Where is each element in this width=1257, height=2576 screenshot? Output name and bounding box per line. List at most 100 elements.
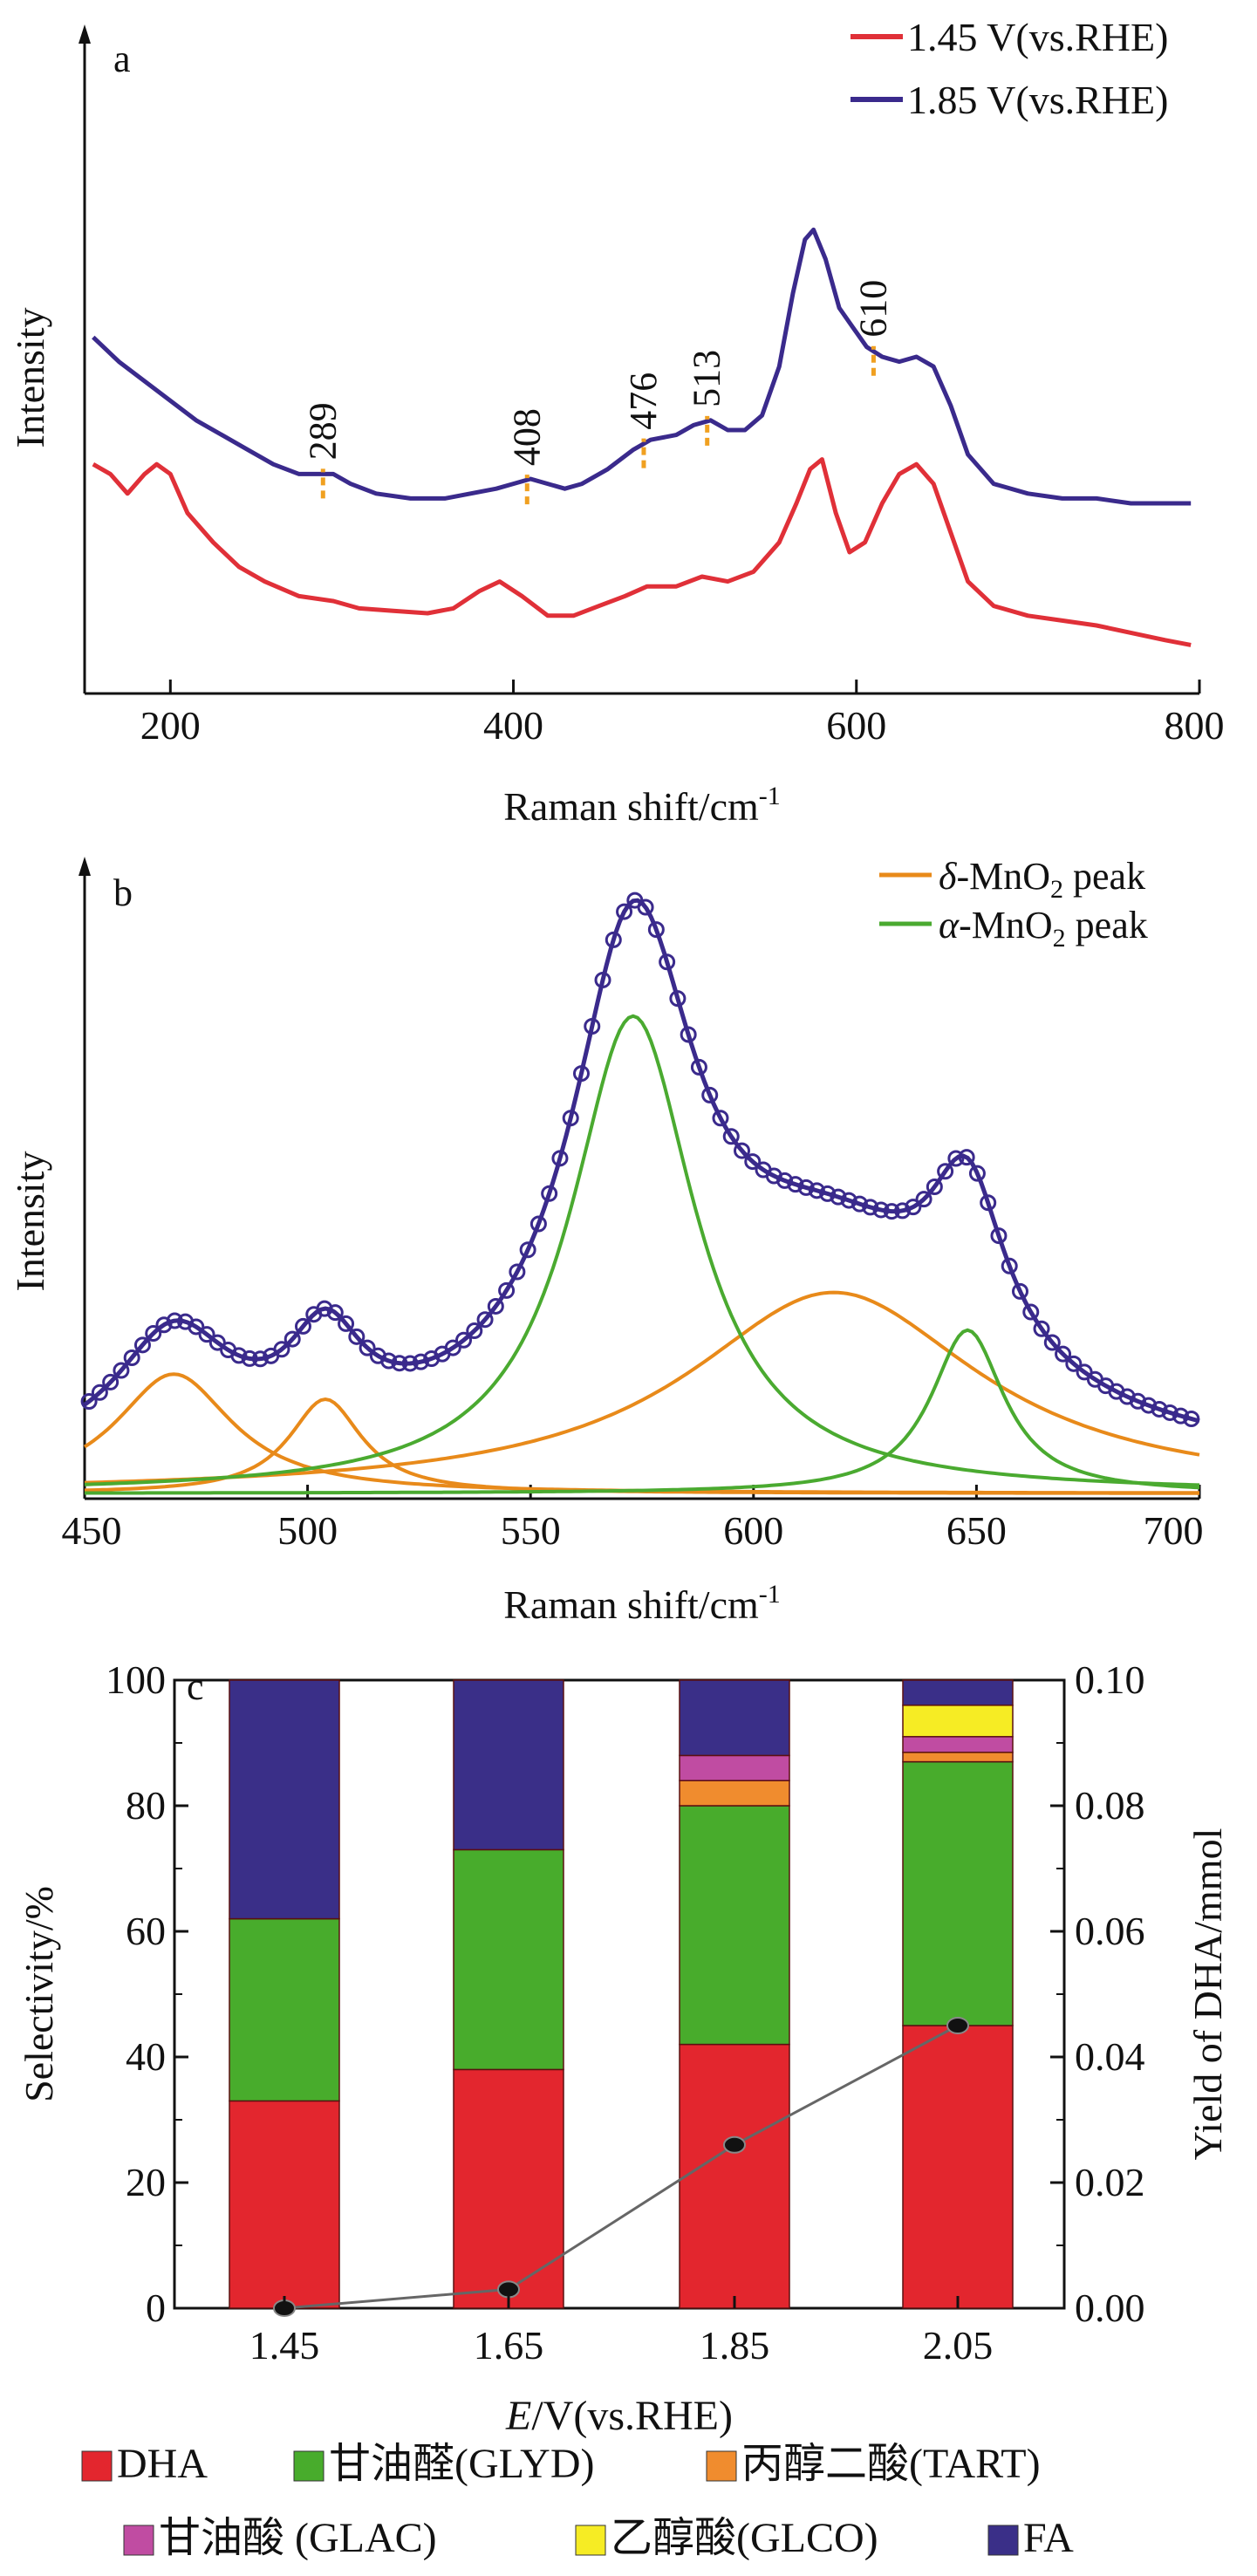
panel-a-peak-label: 289 [301,402,344,460]
panel-b-data-point [797,1179,815,1196]
panel-c-bar-segment-3 [679,1780,790,1807]
panel-b-data-point [862,1199,879,1216]
panel-b-data-point [647,921,665,939]
panel-b-data-point [680,1026,697,1043]
panel-c-legend-label: 乙醇酸(GLCO) [611,2515,878,2561]
panel-c-y-tick-label: 0 [146,2286,166,2330]
panel-c-x-tick-label: 1.65 [474,2323,544,2368]
panel-b-data-point [1129,1392,1146,1410]
panel-b-data-point [605,931,622,948]
panel-b-x-axis-label: Raman shift/cm-1 [503,1580,781,1627]
panel-b-data-point [872,1201,890,1219]
panel-c-y-tick-label: 80 [126,1783,166,1828]
panel-b-data-point [230,1347,248,1364]
panel-a-legend: 1.45 V(vs.RHE) 1.85 V(vs.RHE) [851,15,1168,122]
panel-c-legend-swatch [81,2450,113,2482]
panel-a-series-line-2 [92,227,1192,506]
panel-b-data-point [637,899,654,916]
panel-b-data-point [273,1341,290,1358]
panel-b-data-point [840,1192,857,1209]
panel-c-yield-line-path [284,2024,959,2310]
panel-b-data-point [787,1176,804,1193]
panel-b-data-point [690,1058,707,1076]
panel-c-bar-segment-5 [902,1705,1014,1738]
panel-b-y-axis-label: Intensity [8,1151,52,1292]
panel-b-data-point [947,1150,965,1167]
panel-b-legend-sub: 2 [1050,875,1063,904]
panel-b-data-point [915,1191,933,1208]
panel-b-data-point [284,1330,301,1348]
panel-c-y2-tick-label: 0.10 [1075,1657,1145,1702]
panel-b-data-point [669,990,687,1008]
panel-c-legend-label: FA [1023,2515,1074,2561]
panel-b-data-point [145,1325,162,1343]
panel-c-bar-segment-2 [679,1805,790,2046]
panel-c-bar-segment-6 [902,1679,1014,1706]
panel-b-data-point [316,1300,333,1317]
panel-b-data-point [572,1065,590,1083]
panel-b-data-point [712,1110,729,1127]
panel-b-data-point [198,1326,215,1343]
panel-b-data-point [294,1317,311,1335]
panel-a-x-axis-label-sup: -1 [759,782,781,810]
panel-b-data-point [701,1086,719,1104]
panel-c-legend-label: 甘油酸 (GLAC) [159,2515,437,2561]
panel-c-x-axis-label-rest: /V(vs.RHE) [531,2393,733,2439]
panel-c: c 0 20 40 60 80 100 0.00 0.02 0.04 0.06 0.08 0.10 1.… [17,1657,1230,2561]
panel-b-data-point [476,1311,494,1329]
panel-c-bar-segment-2 [902,1760,1014,2026]
panel-c-legend: DHA 甘油醛(GLYD) 丙醇二酸(TART) 甘油酸 (GLAC) 乙醇酸(GLCO… [81,2441,1074,2561]
panel-b-data-point [155,1316,173,1334]
panel-b-data-point [487,1297,504,1315]
panel-b-data-point [1033,1320,1050,1337]
panel-b-data-point [562,1110,579,1127]
panel-b-x-tick-label: 600 [723,1508,783,1553]
panel-c-legend-label: 甘油醛(GLYD) [329,2441,594,2487]
panel-b-data-point [808,1182,825,1199]
panel-b-legend-suffix: peak [1066,904,1148,946]
panel-b-x-tick-label: 550 [501,1508,561,1553]
panel-b-data-point [113,1362,130,1379]
panel-b-data-point [123,1349,140,1367]
panel-b-data-point [1011,1282,1028,1300]
panel-b-data-point [326,1304,344,1322]
panel-b-legend-suffix: peak [1063,855,1145,898]
panel-c-yield-point [497,2280,520,2299]
panel-b-legend-label: δ-MnO2 peak [939,855,1145,904]
panel-c-y-tick-label: 20 [126,2160,166,2204]
panel-b-data-point [412,1353,429,1370]
panel-b-fit-component-delta-3 [84,1290,1200,1485]
panel-b-data-point [584,1018,601,1035]
panel-b-data-point [1151,1400,1168,1418]
panel-b-legend-label: α-MnO2 peak [939,904,1148,953]
panel-b-data-point [1055,1345,1072,1363]
panel-b-data-point [80,1393,98,1411]
panel-b-data-point [968,1165,986,1182]
panel-a-x-ticks: 200 400 600 800 [140,680,1225,748]
panel-a-legend-label: 1.45 V(vs.RHE) [907,15,1168,59]
panel-a-y-axis-label: Intensity [8,308,52,448]
panel-b-data-point [509,1263,526,1281]
panel-c-y-tick-label: 60 [126,1909,166,1953]
panel-b-data-point [1043,1334,1061,1351]
panel-b-data-point [744,1153,762,1171]
panel-b-data-point [722,1128,740,1145]
panel-b-data-point [1183,1410,1200,1427]
panel-c-bar-segment-2 [229,1917,340,2102]
panel-b-data-point [466,1322,483,1340]
panel-c-bar-segment-2 [453,1848,564,2071]
panel-label-c: c [187,1665,204,1708]
panel-a-peak-label: 408 [505,408,548,466]
panel-b-data-point [594,971,611,988]
panel-b-data-point [980,1194,997,1212]
panel-b-data-point [551,1150,569,1167]
panel-b-data-point [616,903,633,920]
panel-b-data-point [851,1195,868,1213]
panel-a-series-line-1 [92,457,1192,647]
panel-b-legend-text: -MnO [956,855,1050,898]
panel-c-bar-segment-6 [679,1679,790,1757]
panel-b-x-tick-label: 500 [277,1508,338,1553]
panel-b-data-point [958,1149,975,1166]
panel-c-legend-swatch [293,2450,324,2482]
